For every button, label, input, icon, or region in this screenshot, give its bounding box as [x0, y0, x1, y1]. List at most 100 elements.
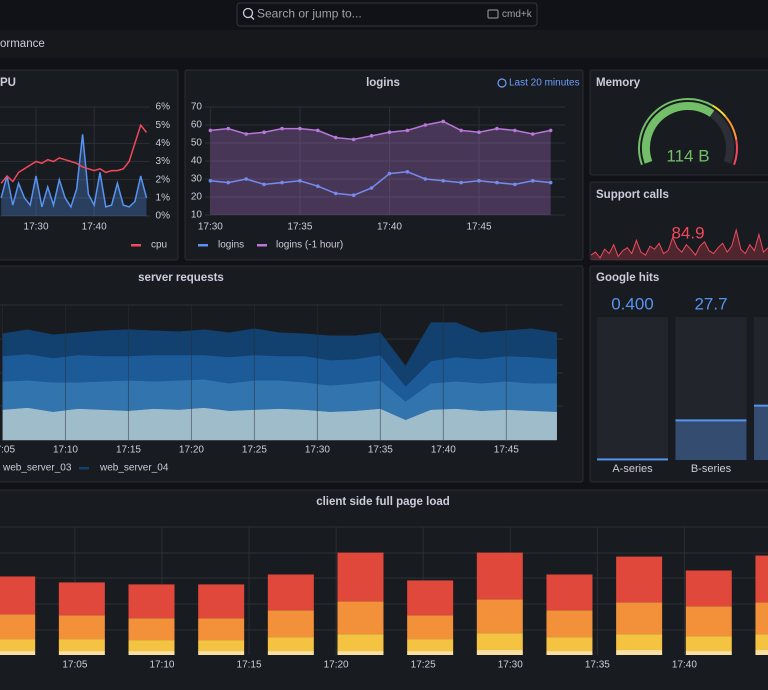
bar-segment [685, 651, 732, 655]
breadcrumb-bar [0, 30, 768, 58]
bar-segment [546, 651, 593, 655]
point [298, 179, 302, 183]
bar-segment [0, 576, 36, 615]
bar-segment [546, 637, 593, 652]
bar-segment [755, 650, 768, 655]
point [333, 191, 338, 196]
breadcrumb[interactable]: ormance [0, 38, 45, 50]
bar-segment [337, 601, 384, 635]
y-tick-label: 4% [156, 138, 171, 149]
bar-segment [58, 651, 105, 655]
point [405, 128, 410, 133]
legend-swatch [198, 244, 208, 247]
point [423, 177, 428, 181]
bar-segment [198, 651, 245, 655]
panel [589, 69, 768, 176]
bar-segment [198, 618, 245, 641]
bar-segment [407, 580, 454, 616]
panel-title: PU [0, 77, 16, 89]
area [210, 121, 551, 215]
bar [754, 405, 768, 460]
line [0, 134, 148, 209]
point [548, 180, 553, 185]
legend-swatch [257, 244, 267, 247]
clock-icon [497, 78, 507, 88]
bar-segment [337, 552, 384, 602]
bar-segment [267, 637, 314, 652]
panel-title: client side full page load [316, 496, 450, 508]
sparkline [590, 228, 768, 259]
x-tick-label: 17:20 [324, 660, 349, 671]
bar-segment [476, 599, 523, 634]
bar-segment [128, 618, 175, 641]
point [477, 130, 481, 134]
bar-track [754, 317, 768, 460]
bar-edge [597, 458, 668, 461]
point [351, 137, 356, 142]
bar-segment [128, 640, 175, 652]
point [280, 180, 284, 185]
x-tick-label: 17:05 [62, 660, 87, 671]
x-tick-label: 17:40 [672, 660, 697, 671]
point [423, 123, 428, 127]
point [477, 179, 481, 183]
bar-segment [407, 639, 454, 652]
shortcut: cmd+k [502, 9, 533, 20]
bar-segment [407, 615, 454, 640]
x-tick-label: 17:30 [305, 445, 330, 456]
point [495, 180, 499, 185]
y-tick-label: 0% [156, 211, 171, 222]
point [441, 179, 446, 183]
legend-swatch [131, 244, 141, 247]
bar-segment [755, 555, 768, 603]
bar-segment [198, 640, 245, 652]
bar-segment [685, 606, 732, 637]
time-range[interactable]: Last 20 minutes [509, 78, 580, 89]
panel [0, 69, 179, 261]
point [441, 119, 446, 124]
gauge-threshold [733, 139, 738, 166]
bar-segment [0, 614, 36, 640]
point [316, 128, 320, 133]
bar-segment [267, 574, 314, 611]
search-icon [242, 7, 254, 19]
point [459, 180, 463, 185]
point [405, 170, 410, 174]
point [316, 184, 320, 188]
point [459, 128, 463, 133]
x-tick-label: 17:25 [242, 445, 267, 456]
x-tick-label: 17:35 [585, 660, 610, 671]
x-tick-label: 17:15 [237, 660, 262, 671]
bar-segment [685, 636, 732, 652]
point [226, 180, 231, 185]
y-tick-label: 40 [191, 156, 203, 167]
stat-value: 84.9 [671, 223, 704, 242]
y-tick-label: 20 [191, 192, 203, 203]
area [1, 134, 147, 216]
x-tick-label: 17:40 [377, 222, 402, 233]
panel [184, 69, 584, 261]
point [495, 126, 499, 131]
bar-segment [267, 610, 314, 638]
bar-segment [546, 610, 593, 638]
x-tick-label: 17:35 [368, 445, 393, 456]
point [548, 128, 553, 133]
legend-label: logins (-1 hour) [276, 240, 343, 251]
sparkline-area [591, 230, 768, 260]
y-tick-label: 2% [156, 174, 171, 185]
gauge-threshold [711, 104, 727, 118]
y-tick-label: 30 [191, 174, 203, 185]
bar-segment [755, 634, 768, 651]
x-tick-label: 17:30 [498, 660, 523, 671]
legend-label: web_server_03 [2, 463, 72, 474]
line [210, 171, 551, 196]
line [0, 123, 148, 184]
x-tick-label: 17:45 [494, 445, 519, 456]
search-placeholder: Search or jump to... [257, 7, 362, 21]
gauge-track [709, 110, 735, 164]
point [262, 130, 266, 134]
search-box[interactable] [236, 2, 538, 27]
point [333, 135, 338, 140]
bar-segment [0, 639, 36, 652]
